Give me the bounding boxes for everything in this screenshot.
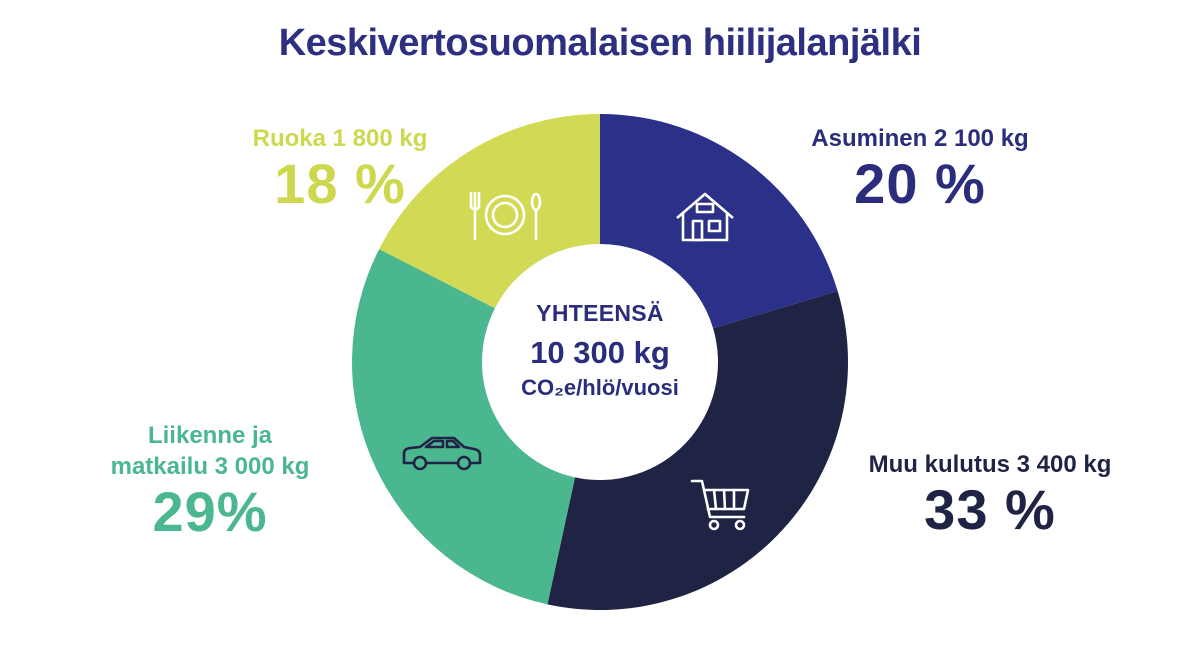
label-consumption: Muu kulutus 3 400 kg 33 % [820,450,1160,540]
housing-percent: 20 % [854,152,986,215]
chart-title: Keskivertosuomalaisen hiilijalanjälki [278,22,922,64]
food-percent: 18 % [274,152,406,215]
slice-transport [352,249,575,605]
housing-name: Asuminen 2 100 kg [811,125,1029,152]
transport-name-line2: matkailu 3 000 kg [110,453,310,480]
consumption-percent: 33 % [924,478,1056,541]
transport-percent: 29% [152,480,268,543]
plate-cutlery-icon [469,191,542,241]
consumption-name: Muu kulutus 3 400 kg [868,451,1112,478]
total-label: YHTEENSÄ [536,300,664,326]
total-unit: CO₂e/hlö/vuosi [521,375,679,400]
label-food: Ruoka 1 800 kg 18 % [200,124,480,214]
total-summary: YHTEENSÄ 10 300 kg CO₂e/hlö/vuosi [480,300,720,401]
car-icon [402,436,482,471]
food-name: Ruoka 1 800 kg [252,125,428,152]
shopping-cart-icon [690,479,750,531]
label-housing: Asuminen 2 100 kg 20 % [740,124,1100,214]
house-icon [676,192,734,242]
transport-name-line1: Liikenne ja [147,422,273,449]
slice-food [379,114,600,309]
total-value: 10 300 kg [530,335,670,370]
label-transport: Liikenne ja matkailu 3 000 kg 29% [60,420,360,542]
slice-consumption [547,291,848,610]
